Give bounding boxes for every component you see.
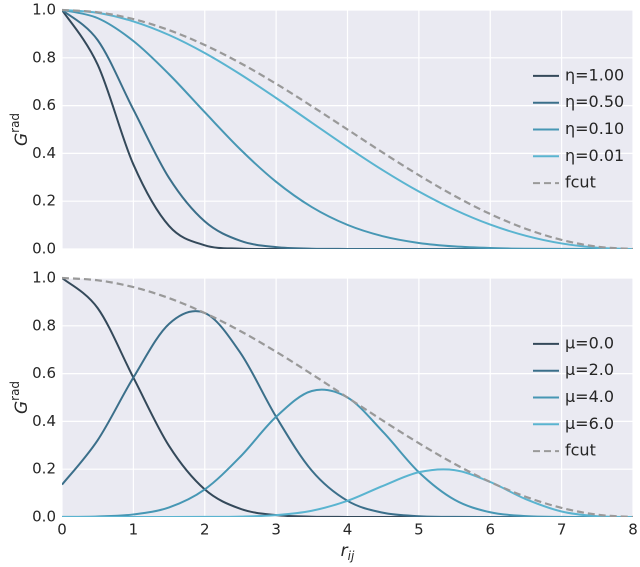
line xyxy=(62,8,633,249)
x-tick-label: 3 xyxy=(271,521,281,539)
y-label-main: G xyxy=(12,133,32,146)
legend-label: μ=2.0 xyxy=(565,360,614,379)
x-tick-label: 7 xyxy=(557,521,567,539)
y-tick-label: 0.8 xyxy=(32,316,56,334)
legend-label: μ=0.0 xyxy=(565,333,614,352)
legend-label: η=0.50 xyxy=(565,92,624,111)
line xyxy=(62,9,633,249)
x-tick-label: 6 xyxy=(485,521,495,539)
x-tick-label: 0 xyxy=(57,521,67,539)
line xyxy=(62,276,633,517)
y-tick-label: 0.6 xyxy=(32,96,56,114)
x-tick-label: 4 xyxy=(343,521,353,539)
x-label-sub: ij xyxy=(348,549,355,563)
line xyxy=(62,468,633,517)
y-axis-label: Grad xyxy=(8,113,33,146)
y-tick-label: 0.2 xyxy=(32,192,56,210)
x-axis-label: rij xyxy=(341,541,355,563)
line xyxy=(62,9,633,249)
legend-label: fcut xyxy=(565,173,596,192)
y-label-sup: rad xyxy=(8,113,22,133)
legend-label: μ=6.0 xyxy=(565,414,614,433)
line xyxy=(62,9,633,249)
x-tick-label: 2 xyxy=(200,521,210,539)
x-tick-label: 1 xyxy=(129,521,139,539)
y-tick-label: 0.4 xyxy=(32,412,56,430)
y-tick-label: 1.0 xyxy=(32,269,56,287)
y-tick-label: 0.6 xyxy=(32,364,56,382)
y-tick-label: 0.8 xyxy=(32,48,56,66)
legend-label: η=0.10 xyxy=(565,119,624,138)
legend-label: fcut xyxy=(565,441,596,460)
y-label-sup: rad xyxy=(8,381,22,401)
legend-label: μ=4.0 xyxy=(565,387,614,406)
legend-label: η=0.01 xyxy=(565,146,624,165)
y-tick-label: 0.0 xyxy=(32,240,56,258)
line xyxy=(62,310,633,517)
y-axis-label: Grad xyxy=(8,381,33,414)
y-tick-label: 0.2 xyxy=(32,460,56,478)
x-tick-label: 5 xyxy=(414,521,424,539)
line xyxy=(62,277,633,517)
y-tick-label: 0.0 xyxy=(32,508,56,526)
x-label-main: r xyxy=(341,541,349,561)
line xyxy=(62,9,633,249)
legend-label: η=1.00 xyxy=(565,65,624,84)
y-tick-label: 0.4 xyxy=(32,144,56,162)
y-tick-label: 1.0 xyxy=(32,1,56,19)
x-tick-label: 8 xyxy=(628,521,638,539)
y-label-main: G xyxy=(12,401,32,414)
